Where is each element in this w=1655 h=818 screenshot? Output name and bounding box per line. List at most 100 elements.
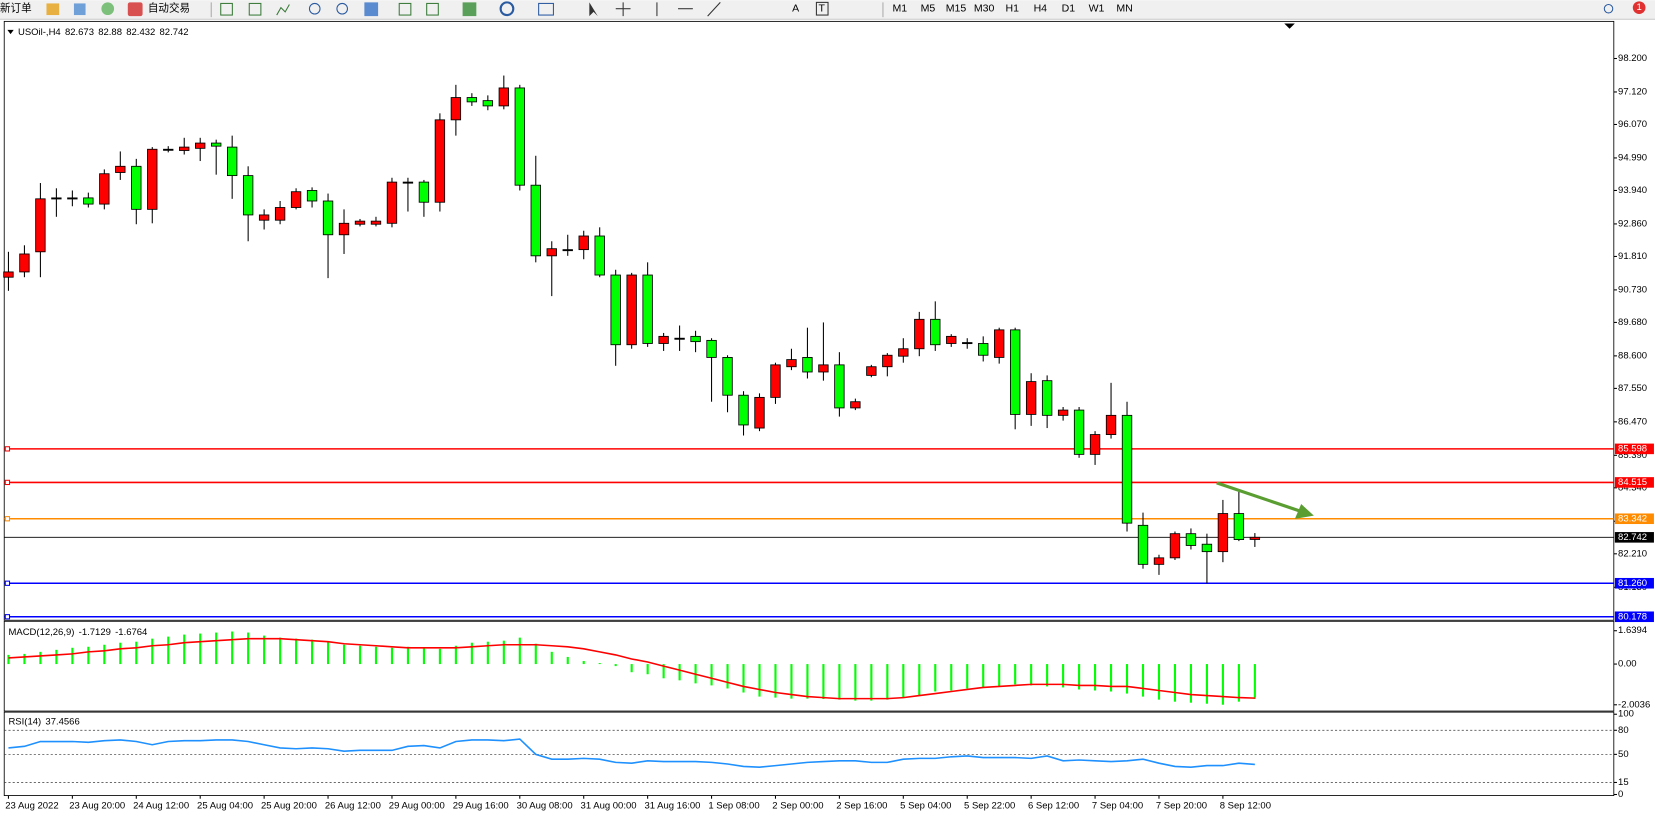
- candle-body: [626, 274, 637, 346]
- candle-body: [930, 318, 941, 346]
- zoom-out[interactable]: [336, 2, 349, 15]
- macd-bar: [966, 664, 969, 689]
- macd-bar: [311, 639, 314, 665]
- macd-bar: [1030, 664, 1033, 686]
- icon[interactable]: [101, 2, 115, 16]
- label-tool[interactable]: [815, 1, 829, 16]
- auto-trade-icon[interactable]: [127, 2, 143, 17]
- candle-body: [1073, 409, 1085, 455]
- candle-body: [594, 235, 605, 276]
- macd-bar: [1014, 664, 1017, 685]
- x-tick-label: 7 Sep 04:00: [1092, 801, 1143, 812]
- x-tick-label: 2 Sep 16:00: [836, 801, 887, 812]
- text-tool[interactable]: A: [792, 3, 800, 15]
- timeframe-button[interactable]: W1: [1089, 3, 1105, 15]
- icon[interactable]: [364, 2, 379, 17]
- candle-body: [354, 220, 366, 225]
- candle-body: [962, 342, 973, 345]
- x-tick-label: 26 Aug 12:00: [325, 801, 381, 812]
- icon[interactable]: [46, 3, 60, 16]
- level-handle: [4, 479, 11, 486]
- macd-bar: [390, 647, 394, 665]
- timeframe-button[interactable]: H4: [1034, 3, 1048, 15]
- charts: 98.200 97.120 96.070 94.990 93.940 92.860 91.8…: [3, 20, 1654, 812]
- timeframe-button[interactable]: M1: [893, 3, 908, 15]
- macd-bar: [1205, 664, 1208, 704]
- macd-bar: [1237, 664, 1240, 702]
- timeframe-button[interactable]: D1: [1062, 3, 1076, 15]
- icon[interactable]: [248, 2, 262, 16]
- macd-bar: [422, 647, 425, 665]
- macd-bar: [934, 664, 937, 692]
- macd-bar: [838, 664, 841, 700]
- macd-bar: [263, 635, 266, 665]
- macd-bar: [1221, 664, 1224, 705]
- candle-body: [1009, 329, 1021, 415]
- icon[interactable]: [276, 4, 290, 16]
- search[interactable]: [1603, 3, 1614, 14]
- macd-bar: [742, 664, 745, 693]
- macd-bar: [758, 664, 761, 697]
- rsi-line: [8, 738, 1255, 769]
- candle-body: [770, 364, 781, 398]
- level-label-bg: [1614, 577, 1654, 589]
- macd-bar: [886, 664, 889, 700]
- timeframe-button[interactable]: M15: [946, 3, 967, 15]
- macd-bar: [806, 664, 809, 699]
- y-tick-label: 90.730: [1618, 284, 1647, 295]
- y-tick-label: 50: [1618, 749, 1629, 760]
- candle-body: [1041, 380, 1053, 416]
- macd-bar: [1125, 664, 1129, 694]
- candle-body: [674, 337, 685, 340]
- x-tick-label: 31 Aug 16:00: [644, 801, 700, 812]
- macd-bar: [358, 645, 362, 665]
- timeframe-button[interactable]: M5: [921, 3, 936, 15]
- cursor-tool[interactable]: [589, 2, 598, 17]
- y-tick-label: 0.00: [1618, 659, 1637, 670]
- macd-bar: [326, 641, 330, 665]
- title-value: -1.6764: [115, 626, 147, 637]
- indicators[interactable]: [462, 2, 477, 17]
- macd-bar: [167, 636, 170, 665]
- trendline-tool[interactable]: [707, 2, 721, 17]
- title-value: 82.673: [65, 26, 94, 37]
- level-label: 85.598: [1618, 443, 1647, 454]
- icon[interactable]: [398, 2, 412, 16]
- x-tick-label: 23 Aug 2022: [5, 801, 58, 812]
- icon[interactable]: [73, 3, 86, 16]
- timeframe-button[interactable]: MN: [1116, 3, 1132, 15]
- x-tick-label: 23 Aug 20:00: [69, 801, 125, 812]
- zoom-in[interactable]: [308, 2, 321, 15]
- macd-bar: [1094, 664, 1097, 691]
- macd-bar: [550, 651, 553, 665]
- auto-trade-button[interactable]: 自动交易: [148, 2, 190, 15]
- macd-bar: [630, 664, 633, 673]
- macd-bar: [103, 644, 106, 665]
- candle-body: [1153, 557, 1165, 565]
- macd-bar: [1157, 664, 1161, 700]
- icon[interactable]: [220, 2, 233, 16]
- periods[interactable]: [499, 1, 515, 17]
- timeframe-button[interactable]: M30: [974, 3, 995, 15]
- icon[interactable]: [426, 2, 439, 16]
- title-value: 82.88: [98, 26, 122, 37]
- candle-body: [274, 207, 286, 221]
- candle-body: [131, 165, 142, 210]
- macd-bar: [374, 646, 378, 665]
- macd-bar: [71, 647, 74, 665]
- y-tick-label: 91.810: [1618, 251, 1647, 262]
- timeframe-button[interactable]: H1: [1005, 3, 1019, 15]
- y-tick-label: 97.120: [1618, 86, 1647, 97]
- macd-bar: [726, 664, 729, 689]
- candle-body: [578, 235, 589, 251]
- new-order-button[interactable]: 新订单: [0, 2, 32, 15]
- title-value: 82.742: [160, 26, 189, 37]
- candle-body: [211, 142, 222, 147]
- x-tick-label: 31 Aug 00:00: [581, 801, 637, 812]
- x-tick-label: 8 Sep 12:00: [1220, 801, 1271, 812]
- candle-body: [290, 191, 302, 208]
- candle-body: [1217, 513, 1229, 553]
- y-tick-label: 86.470: [1618, 416, 1647, 427]
- notification-badge[interactable]: [1632, 1, 1646, 14]
- templates[interactable]: [538, 2, 554, 16]
